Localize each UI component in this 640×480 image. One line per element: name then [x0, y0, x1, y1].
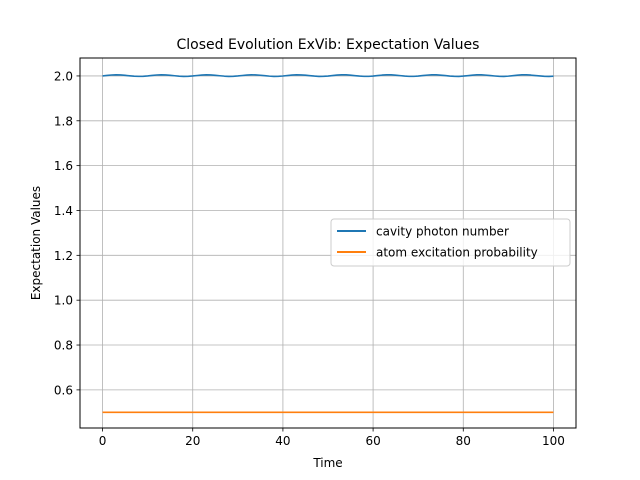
x-tick-label: 80 — [456, 434, 471, 448]
y-tick-label: 1.8 — [54, 114, 73, 128]
x-axis-label: Time — [312, 456, 342, 470]
axes-ticks: 0 20 40 60 80 100 0.6 0.8 1.0 1.2 1.4 1.6 1.8 2.0 — [54, 69, 565, 448]
y-tick-label: 1.2 — [54, 249, 73, 263]
y-tick-label: 0.8 — [54, 339, 73, 353]
y-tick-label: 1.0 — [54, 294, 73, 308]
legend: cavity photon number atom excitation pro… — [330, 218, 571, 267]
y-axis-label: Expectation Values — [29, 186, 43, 300]
y-tick-label: 1.4 — [54, 204, 73, 218]
plot-area — [102, 74, 554, 414]
y-tick-label: 0.6 — [54, 383, 73, 397]
legend-label-atom-excitation-probability: atom excitation probability — [376, 246, 538, 260]
x-tick-label: 20 — [185, 434, 200, 448]
series-line-cavity-photon-number — [102, 74, 554, 78]
x-tick-label: 60 — [365, 434, 380, 448]
x-tick-label: 40 — [275, 434, 290, 448]
plot-frame — [79, 57, 577, 429]
x-tick-label: 0 — [99, 434, 107, 448]
x-tick-label: 100 — [542, 434, 565, 448]
y-tick-label: 1.6 — [54, 159, 73, 173]
chart-title: Closed Evolution ExVib: Expectation Valu… — [177, 37, 480, 53]
legend-box — [330, 218, 571, 267]
y-tick-label: 2.0 — [54, 69, 73, 83]
legend-label-cavity-photon-number: cavity photon number — [376, 225, 509, 239]
